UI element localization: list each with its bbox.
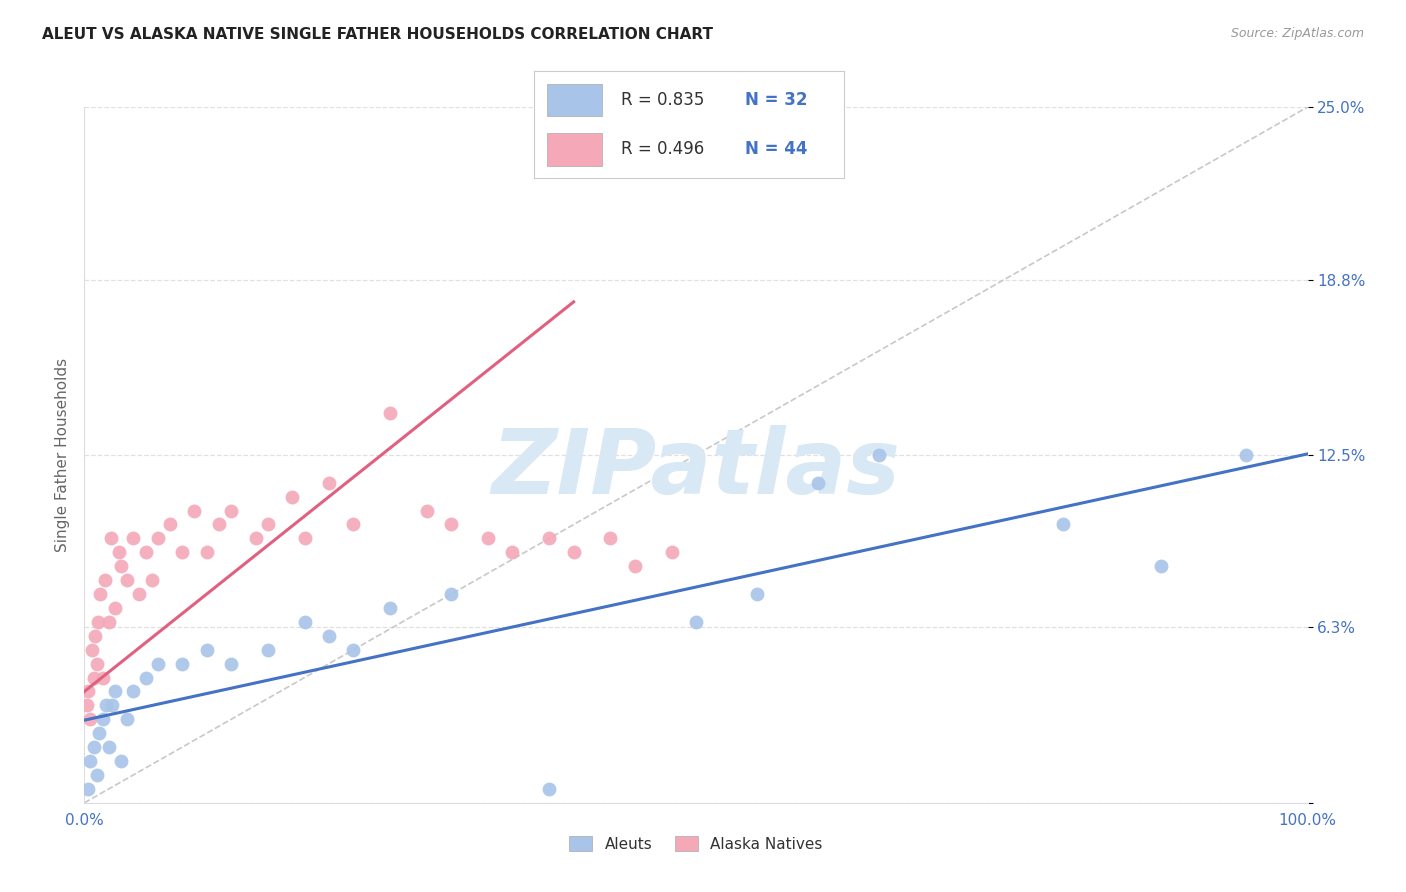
Point <box>869 448 891 462</box>
Point <box>115 712 138 726</box>
Point <box>342 642 364 657</box>
Text: N = 32: N = 32 <box>745 91 807 109</box>
Point <box>219 657 242 671</box>
Point <box>440 587 463 601</box>
Point <box>245 532 267 546</box>
Point <box>100 532 122 546</box>
Point <box>87 615 110 629</box>
Point <box>195 545 218 559</box>
Point <box>96 698 118 713</box>
Point <box>110 754 132 768</box>
Legend: Aleuts, Alaska Natives: Aleuts, Alaska Natives <box>564 830 828 858</box>
Point <box>146 657 169 671</box>
Point <box>661 545 683 559</box>
Point <box>1236 448 1258 462</box>
Point <box>135 545 157 559</box>
Text: ALEUT VS ALASKA NATIVE SINGLE FATHER HOUSEHOLDS CORRELATION CHART: ALEUT VS ALASKA NATIVE SINGLE FATHER HOU… <box>42 27 713 42</box>
Text: R = 0.835: R = 0.835 <box>621 91 704 109</box>
Point <box>538 532 561 546</box>
Text: N = 44: N = 44 <box>745 141 807 159</box>
Point <box>685 615 707 629</box>
FancyBboxPatch shape <box>547 84 602 116</box>
Point <box>86 657 108 671</box>
Point <box>83 740 105 755</box>
Point <box>89 587 111 601</box>
Point <box>380 601 402 615</box>
Point <box>91 712 114 726</box>
Point <box>104 601 127 615</box>
Point <box>538 781 561 796</box>
FancyBboxPatch shape <box>547 134 602 166</box>
Point <box>122 684 145 698</box>
Point <box>342 517 364 532</box>
Point <box>104 684 127 698</box>
Text: Source: ZipAtlas.com: Source: ZipAtlas.com <box>1230 27 1364 40</box>
Point <box>79 712 101 726</box>
Point <box>624 559 647 574</box>
Point <box>502 545 524 559</box>
Point <box>172 545 194 559</box>
Point <box>159 517 181 532</box>
Point <box>195 642 218 657</box>
Point <box>747 587 769 601</box>
Point <box>1052 517 1074 532</box>
Point <box>97 615 120 629</box>
Point <box>257 517 280 532</box>
Point <box>107 545 129 559</box>
Point <box>172 657 194 671</box>
Point <box>128 587 150 601</box>
Point <box>76 698 98 713</box>
Point <box>80 642 103 657</box>
Y-axis label: Single Father Households: Single Father Households <box>55 358 70 552</box>
Point <box>477 532 499 546</box>
Point <box>281 490 304 504</box>
Point <box>208 517 231 532</box>
Point <box>146 532 169 546</box>
Point <box>87 726 110 740</box>
Point <box>807 475 830 490</box>
Point <box>79 754 101 768</box>
Point <box>84 629 107 643</box>
Point <box>380 406 402 420</box>
Point <box>219 503 242 517</box>
Text: ZIPatlas: ZIPatlas <box>492 425 900 513</box>
Text: R = 0.496: R = 0.496 <box>621 141 704 159</box>
Point <box>257 642 280 657</box>
Point <box>86 768 108 782</box>
Point <box>440 517 463 532</box>
Point <box>318 475 340 490</box>
Point <box>135 671 157 685</box>
Point <box>318 629 340 643</box>
Point <box>83 671 105 685</box>
Point <box>294 615 316 629</box>
Point <box>294 532 316 546</box>
Point <box>94 573 117 587</box>
Point <box>101 698 124 713</box>
Point <box>141 573 163 587</box>
Point <box>122 532 145 546</box>
Point <box>110 559 132 574</box>
Point <box>1150 559 1173 574</box>
Point <box>599 532 621 546</box>
Point <box>77 781 100 796</box>
Point <box>115 573 138 587</box>
Point <box>416 503 439 517</box>
Point <box>562 545 585 559</box>
Point <box>183 503 205 517</box>
Point <box>91 671 114 685</box>
Point <box>77 684 100 698</box>
Point <box>97 740 120 755</box>
